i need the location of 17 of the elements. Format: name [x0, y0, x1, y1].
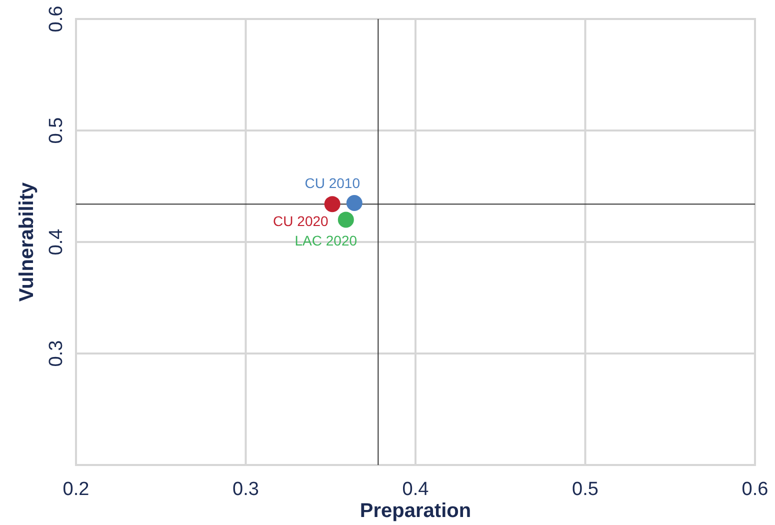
y-tick-label: 0.5	[46, 117, 67, 144]
x-axis-title: Preparation	[360, 500, 472, 522]
point	[324, 196, 340, 212]
y-tick-label: 0.6	[46, 6, 67, 32]
x-tick-label: 0.3	[232, 479, 259, 500]
y-tick-label: 0.4	[46, 228, 67, 256]
series-label: CU 2010	[304, 174, 360, 191]
point	[346, 194, 362, 211]
y-tick-label: 0.3	[46, 340, 67, 367]
x-tick-label: 0.2	[62, 479, 90, 500]
x-tick-label: 0.4	[402, 479, 430, 500]
x-tick-label: 0.6	[742, 479, 768, 500]
point	[338, 212, 354, 228]
x-tick-label: 0.5	[572, 479, 598, 500]
y-axis-title: Vulnerability	[16, 181, 38, 302]
series-label: CU 2020	[273, 213, 329, 230]
series-label: LAC 2020	[294, 232, 358, 249]
